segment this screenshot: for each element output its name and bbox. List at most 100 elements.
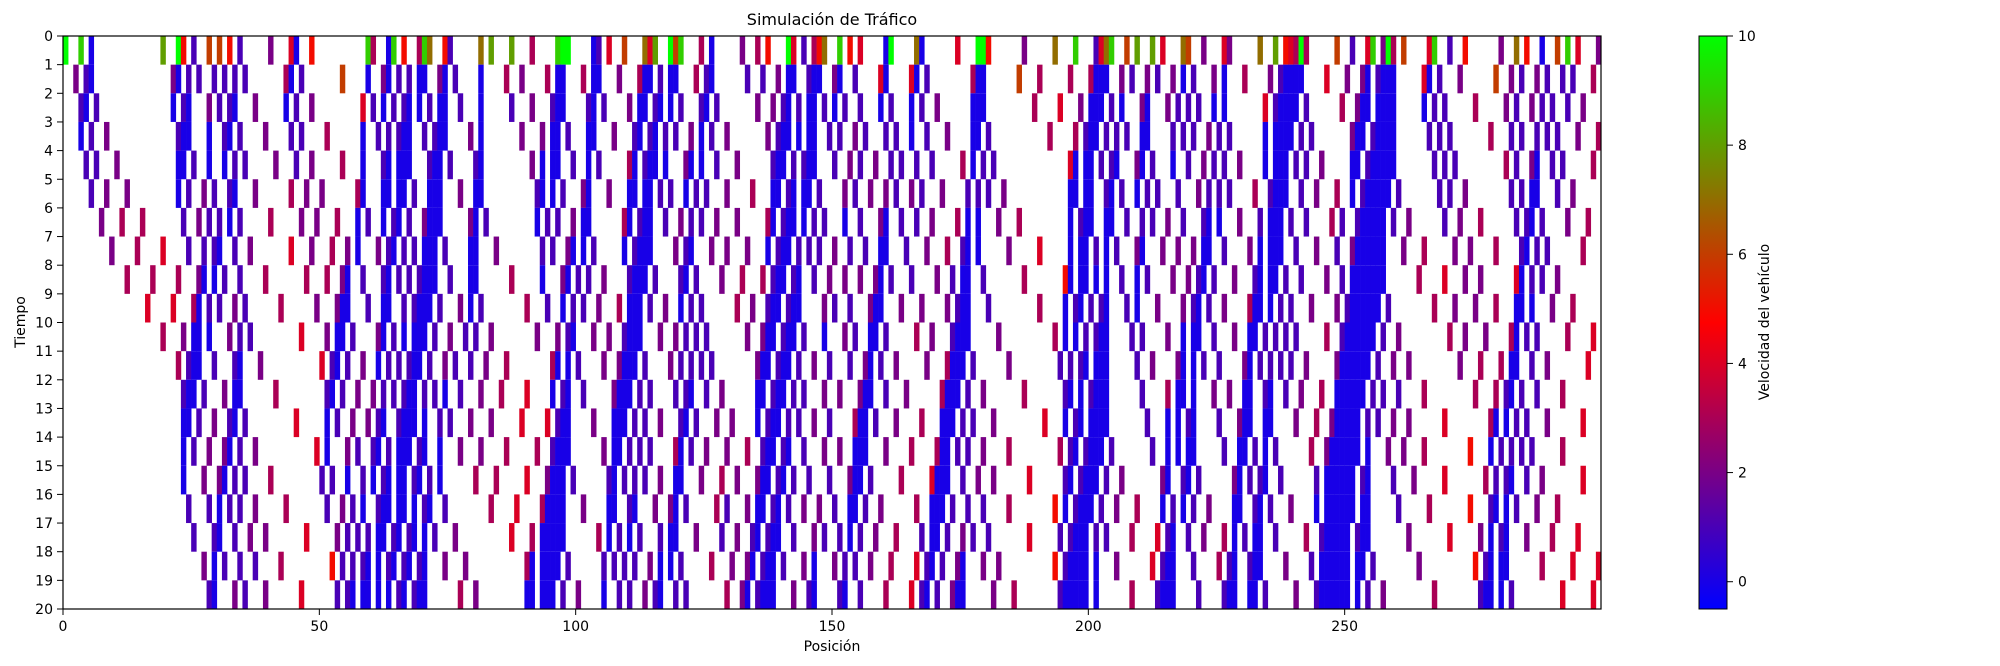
heatmap-cell — [1190, 64, 1197, 94]
heatmap-cell — [1098, 351, 1105, 380]
heatmap-cell — [1518, 293, 1525, 323]
heatmap-cell — [478, 437, 484, 466]
heatmap-cell — [196, 265, 202, 294]
heatmap-cell — [1447, 322, 1453, 352]
heatmap-cell — [585, 179, 592, 208]
heatmap-cell — [237, 494, 243, 524]
heatmap-cell — [785, 351, 792, 380]
heatmap-cell — [770, 322, 776, 352]
heatmap-cell — [1539, 265, 1545, 294]
heatmap-cell — [580, 179, 587, 208]
heatmap-cell — [447, 408, 453, 438]
heatmap-cell — [914, 150, 920, 180]
heatmap-cell — [426, 465, 433, 495]
heatmap-cell — [837, 36, 843, 65]
heatmap-cell — [401, 236, 407, 266]
heatmap-cell — [124, 265, 130, 294]
heatmap-cell — [580, 494, 587, 524]
heatmap-cell — [1257, 551, 1263, 581]
heatmap-cell — [1513, 36, 1520, 65]
heatmap-cell — [1103, 351, 1110, 380]
heatmap-cell — [790, 207, 797, 237]
heatmap-cell — [780, 437, 787, 466]
heatmap-cell — [1344, 351, 1351, 380]
heatmap-cell — [919, 408, 925, 438]
heatmap-cell — [1108, 207, 1115, 237]
heatmap-cell — [903, 379, 910, 409]
heatmap-cell — [319, 465, 325, 495]
heatmap-cell — [324, 265, 330, 294]
heatmap-cell — [1303, 207, 1310, 237]
heatmap-cell — [944, 121, 951, 151]
y-tick-label: 6 — [44, 201, 53, 217]
heatmap-cell — [919, 523, 925, 552]
heatmap-cell — [1462, 322, 1469, 352]
heatmap-cell — [826, 121, 833, 151]
heatmap-cell — [529, 150, 535, 180]
heatmap-cell — [1221, 580, 1228, 609]
heatmap-cell — [1052, 494, 1058, 524]
heatmap-cell — [1139, 322, 1146, 352]
heatmap-cell — [1088, 293, 1094, 323]
heatmap-cell — [1365, 494, 1371, 524]
heatmap-cell — [1252, 580, 1258, 609]
heatmap-cell — [1401, 437, 1407, 466]
heatmap-cell — [703, 179, 710, 208]
heatmap-cell — [1283, 551, 1289, 581]
heatmap-cell — [652, 150, 658, 180]
heatmap-cell — [1385, 179, 1392, 208]
heatmap-cell — [1360, 551, 1366, 581]
heatmap-cell — [370, 465, 377, 495]
heatmap-cell — [1513, 494, 1520, 524]
heatmap-cell — [416, 64, 423, 94]
heatmap-cell — [421, 322, 428, 352]
heatmap-cell — [1319, 150, 1325, 180]
heatmap-cell — [1308, 551, 1315, 581]
heatmap-cell — [790, 36, 797, 65]
heatmap-cell — [826, 265, 833, 294]
heatmap-cell — [1380, 265, 1386, 294]
heatmap-cell — [1334, 351, 1340, 380]
heatmap-cell — [1098, 93, 1105, 122]
heatmap-cell — [1160, 465, 1166, 495]
heatmap-cell — [626, 379, 633, 409]
heatmap-cell — [1324, 437, 1330, 466]
heatmap-cell — [1139, 93, 1146, 122]
heatmap-cell — [1380, 150, 1386, 180]
heatmap-cell — [421, 551, 428, 581]
heatmap-cell — [1565, 207, 1571, 237]
heatmap-cell — [878, 293, 884, 323]
heatmap-cell — [1319, 580, 1325, 609]
heatmap-cell — [442, 551, 448, 581]
heatmap-cell — [729, 408, 735, 438]
heatmap-cell — [708, 64, 715, 94]
heatmap-cell — [360, 551, 366, 581]
heatmap-cell — [478, 36, 484, 65]
heatmap-cell — [652, 93, 658, 122]
heatmap-cell — [657, 551, 664, 581]
heatmap-cell — [1083, 580, 1089, 609]
heatmap-cell — [550, 379, 556, 409]
heatmap-cell — [1298, 265, 1304, 294]
heatmap-cell — [1067, 379, 1074, 409]
heatmap-cell — [1508, 465, 1515, 495]
heatmap-cell — [391, 36, 397, 65]
heatmap-cell — [1518, 121, 1525, 151]
heatmap-cell — [1421, 379, 1427, 409]
heatmap-cell — [683, 150, 689, 180]
heatmap-cell — [385, 293, 392, 323]
heatmap-cells — [63, 36, 1602, 609]
heatmap-cell — [1370, 236, 1376, 266]
heatmap-cell — [591, 322, 597, 352]
heatmap-cell — [1334, 36, 1340, 65]
heatmap-cell — [1580, 93, 1586, 122]
heatmap-cell — [237, 265, 243, 294]
heatmap-cell — [1288, 494, 1294, 524]
heatmap-cell — [980, 150, 987, 180]
heatmap-cell — [1262, 150, 1269, 180]
heatmap-cell — [1154, 523, 1161, 552]
heatmap-cell — [760, 437, 766, 466]
heatmap-cell — [985, 293, 992, 323]
heatmap-cell — [462, 322, 469, 352]
heatmap-cell — [1221, 523, 1228, 552]
